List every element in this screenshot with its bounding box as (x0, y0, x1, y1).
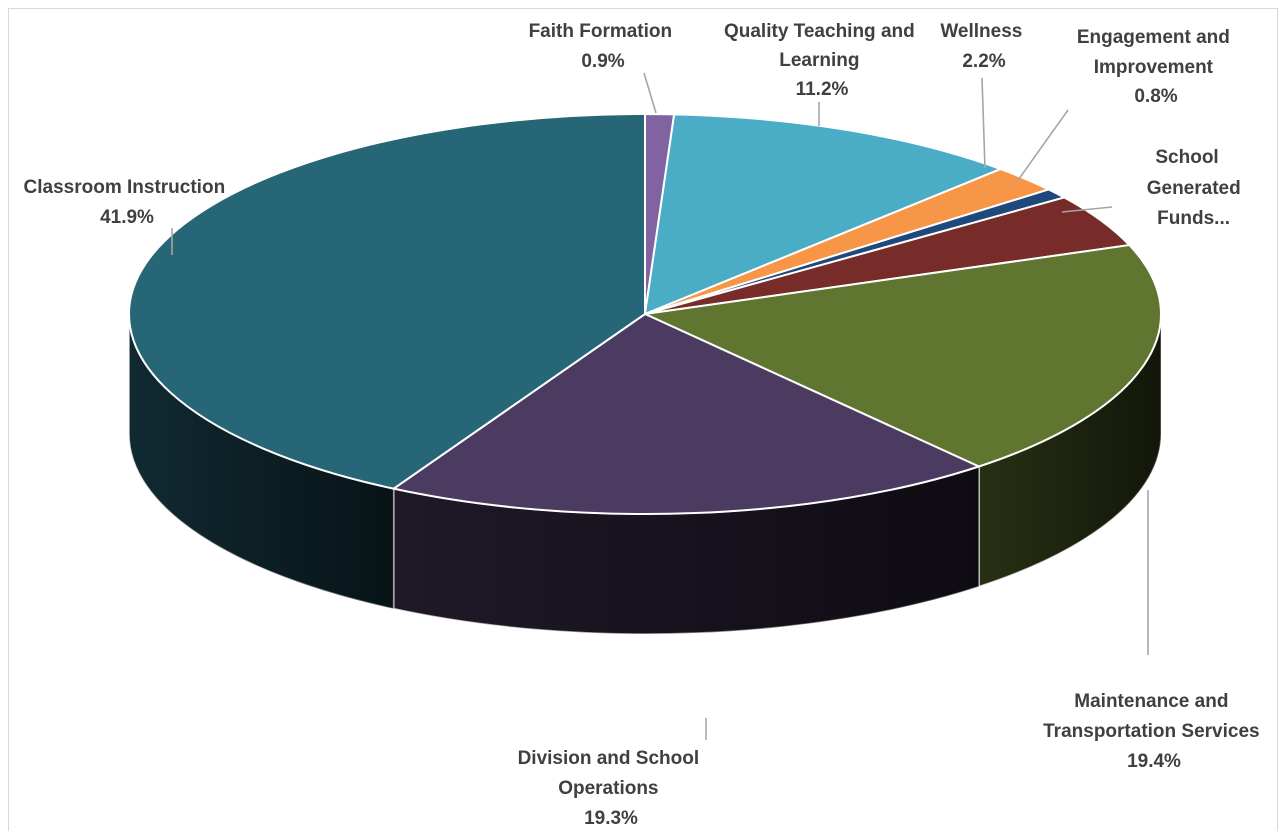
leader-faith (643, 72, 657, 114)
leader-lines (171, 72, 1149, 740)
pie-slice-maintenance-and-transportation-services (641, 244, 1162, 468)
pie-sides (128, 313, 1162, 635)
label-classroom-instruction: Classroom Instruction 41.9% (24, 177, 231, 228)
label-faith-formation: Faith Formation 0.9% (529, 21, 678, 72)
pie-side-shade-division-and-school-operations (393, 466, 979, 635)
label-school-generated-funds: School Generated Funds... (1147, 147, 1246, 229)
pie-slice-quality-teaching-and-learning (643, 113, 1004, 316)
pie-side-shade-classroom-instruction (129, 314, 394, 609)
pie-tops (128, 112, 1162, 515)
leader-sgf (1061, 206, 1113, 213)
label-maintenance-transportation: Maintenance and Transportation Services … (1043, 691, 1265, 772)
label-engagement: Engagement and Improvement 0.8% (1077, 27, 1235, 107)
label-wellness: Wellness 2.2% (940, 21, 1027, 72)
label-division-school-operations: Division and School Operations 19.3% (518, 748, 705, 829)
data-labels: Faith Formation 0.9% Quality Teaching an… (24, 21, 1265, 829)
pie-side-shade-maintenance-and-transportation-services (978, 314, 1161, 587)
label-quality-teaching: Quality Teaching and Learning 11.2% (724, 21, 920, 100)
leader-wellness (981, 77, 986, 169)
leader-engagement (1015, 109, 1069, 184)
pie-slice-division-and-school-operations (391, 312, 982, 515)
chart-frame (8, 8, 1278, 831)
pie-slice-classroom-instruction (128, 112, 646, 490)
